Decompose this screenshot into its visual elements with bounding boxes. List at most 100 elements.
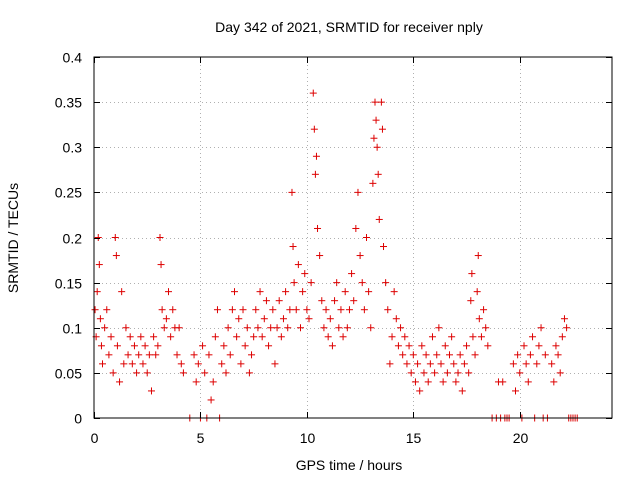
data-point [177, 360, 185, 368]
data-point [456, 351, 464, 359]
y-tick-labels: 0 0.05 0.1 0.15 0.2 0.25 0.3 0.35 0.4 [55, 50, 82, 427]
data-point [473, 288, 481, 296]
data-point [343, 324, 351, 332]
data-point [95, 261, 103, 269]
data-point [135, 351, 143, 359]
data-point [435, 324, 443, 332]
data-point [433, 351, 441, 359]
data-point [475, 315, 483, 323]
x-tick-label: 20 [513, 430, 529, 446]
data-point [378, 125, 386, 133]
data-point [116, 378, 124, 386]
data-point [305, 315, 313, 323]
data-point [273, 324, 281, 332]
data-point [394, 342, 402, 350]
y-tick-label: 0.3 [63, 140, 83, 156]
data-point [414, 360, 422, 368]
data-point [141, 342, 149, 350]
plot-frame [93, 56, 613, 419]
data-point [358, 279, 366, 287]
data-point [541, 351, 549, 359]
y-tick-label: 0.15 [55, 276, 82, 292]
x-tick-label: 5 [197, 430, 205, 446]
data-point [101, 324, 109, 332]
data-point [286, 306, 294, 314]
data-point [450, 360, 458, 368]
data-point [535, 342, 543, 350]
data-point [231, 288, 239, 296]
data-point [418, 342, 426, 350]
x-tick-label: 0 [91, 430, 99, 446]
data-point [318, 297, 326, 305]
data-point [373, 143, 381, 151]
data-point [331, 297, 339, 305]
data-point [465, 369, 473, 377]
data-point [228, 306, 236, 314]
data-point [145, 351, 153, 359]
data-point [158, 306, 166, 314]
data-point [452, 378, 460, 386]
data-point [192, 378, 200, 386]
data-point [282, 288, 290, 296]
data-point [422, 351, 430, 359]
data-point [271, 360, 279, 368]
data-point [390, 288, 398, 296]
data-point [416, 387, 424, 395]
data-point [292, 306, 300, 314]
data-point [431, 369, 439, 377]
data-point [550, 378, 558, 386]
data-point [322, 306, 330, 314]
data-point [275, 297, 283, 305]
data-point [279, 315, 287, 323]
data-point [352, 224, 360, 232]
data-point [310, 125, 318, 133]
data-point [301, 270, 309, 278]
data-point [277, 333, 285, 341]
data-point [156, 234, 164, 241]
data-point [524, 378, 532, 386]
data-point [224, 324, 232, 332]
y-tick-label: 0.2 [63, 231, 83, 247]
data-point [169, 306, 177, 314]
data-point [360, 306, 368, 314]
data-point [130, 342, 138, 350]
data-point [226, 351, 234, 359]
data-point [512, 387, 520, 395]
data-point [175, 324, 183, 332]
data-point [428, 333, 436, 341]
data-point [320, 324, 328, 332]
data-point [288, 188, 296, 196]
data-point [205, 351, 213, 359]
data-point [111, 234, 119, 241]
data-point [558, 333, 566, 341]
data-point [354, 188, 362, 196]
data-point [316, 252, 324, 260]
data-point [407, 369, 415, 377]
data-point [520, 342, 528, 350]
data-point [289, 243, 297, 251]
data-point [190, 351, 198, 359]
data-point [424, 378, 432, 386]
data-point [401, 333, 409, 341]
data-point [563, 324, 571, 332]
data-point [333, 279, 341, 287]
data-point [468, 270, 476, 278]
data-point [103, 306, 111, 314]
data-point [339, 333, 347, 341]
data-point [218, 360, 226, 368]
data-point [362, 234, 370, 241]
data-point [165, 288, 173, 296]
data-point [248, 351, 256, 359]
data-point [522, 360, 530, 368]
data-point [303, 306, 311, 314]
data-point [299, 288, 307, 296]
data-point [484, 342, 492, 350]
data-point [241, 342, 249, 350]
data-point [482, 324, 490, 332]
data-point [341, 288, 349, 296]
data-point [112, 252, 120, 260]
y-axis-label: SRMTID / TECUs [5, 183, 21, 293]
data-point [350, 297, 358, 305]
data-point [469, 333, 477, 341]
data-point [474, 252, 482, 260]
